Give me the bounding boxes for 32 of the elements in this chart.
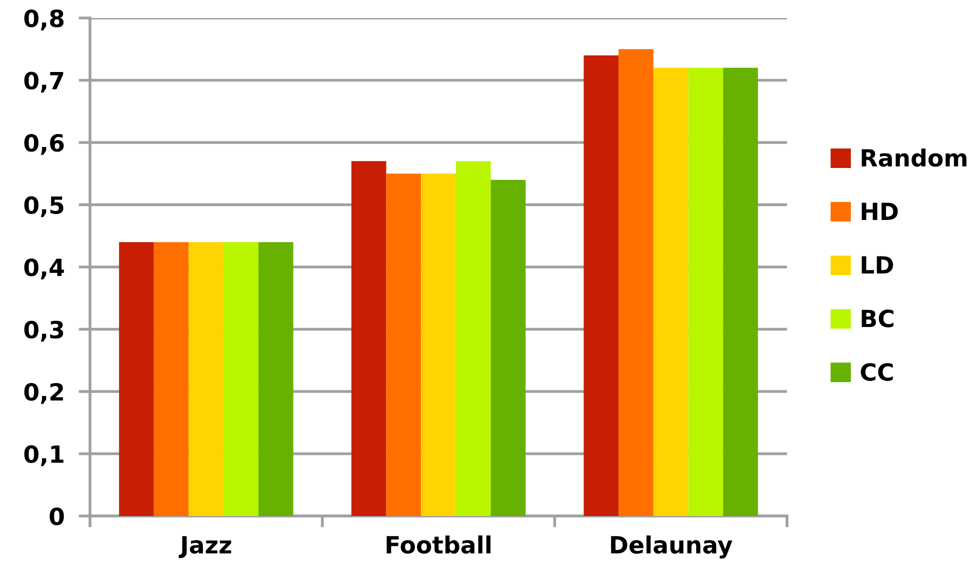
bar	[688, 68, 724, 516]
bar	[119, 242, 154, 516]
y-tick-label: 0,5	[24, 196, 64, 218]
y-tick-label: 0	[50, 507, 64, 526]
x-tick-label: Delaunay	[611, 535, 732, 558]
y-tick-label: 0,1	[24, 445, 64, 466]
y-tick-label: 0,3	[24, 320, 64, 342]
legend-label: LD	[862, 256, 894, 274]
y-tick-label: 0,6	[24, 134, 64, 155]
bar	[456, 161, 491, 516]
y-tick-label: 0,2	[24, 382, 63, 404]
y-tick-label: 0,4	[24, 258, 64, 280]
y-tick-label: 0,7	[24, 72, 64, 93]
bar	[584, 55, 619, 516]
bar	[188, 242, 224, 516]
bar	[653, 68, 688, 516]
legend-label: HD	[862, 202, 898, 220]
bar	[154, 242, 189, 516]
x-tick-label: Football	[386, 535, 490, 554]
legend-label: CC	[860, 363, 893, 381]
bar	[386, 174, 422, 516]
bar	[351, 161, 386, 516]
legend-label: Random	[862, 148, 966, 167]
bar	[258, 242, 294, 516]
legend-label: BC	[862, 310, 894, 328]
bar	[723, 68, 758, 516]
bar	[618, 49, 654, 516]
bar	[421, 174, 456, 516]
y-tick-label: 0,8	[24, 9, 64, 30]
bar	[224, 242, 258, 516]
x-tick-label: Jazz	[178, 536, 232, 558]
bar	[490, 180, 526, 516]
